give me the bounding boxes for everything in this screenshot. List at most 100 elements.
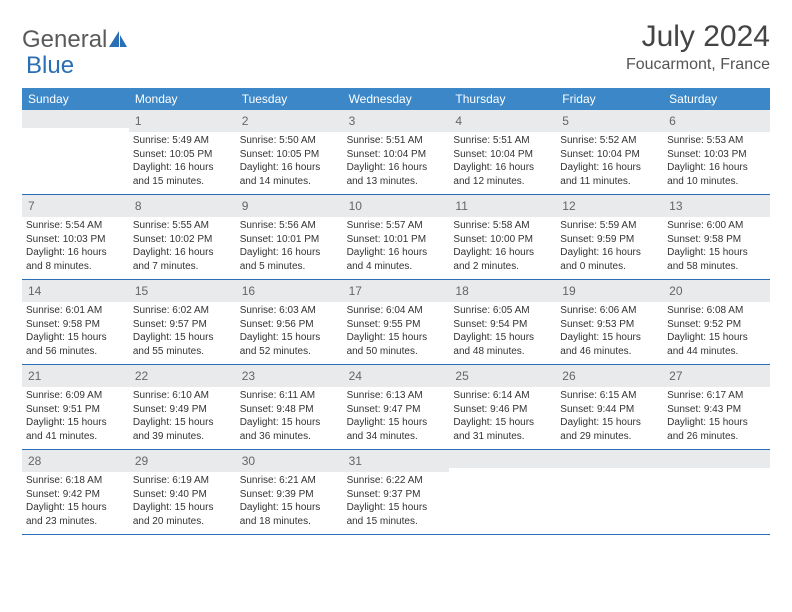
daylight-text: Daylight: 15 hours [133,416,232,430]
daylight-text: and 15 minutes. [347,515,446,529]
day-number-row: 8 [129,195,236,217]
day-cell [449,450,556,534]
day-cell: 2Sunrise: 5:50 AMSunset: 10:05 PMDayligh… [236,110,343,194]
daylight-text: and 0 minutes. [560,260,659,274]
day-cell: 24Sunrise: 6:13 AMSunset: 9:47 PMDayligh… [343,365,450,449]
weekday-header-row: SundayMondayTuesdayWednesdayThursdayFrid… [22,88,770,110]
sunset-text: Sunset: 9:49 PM [133,403,232,417]
daylight-text: Daylight: 15 hours [347,416,446,430]
day-number: 8 [135,199,142,213]
day-number-row: 23 [236,365,343,387]
daylight-text: and 44 minutes. [667,345,766,359]
daylight-text: and 48 minutes. [453,345,552,359]
sunset-text: Sunset: 10:05 PM [133,148,232,162]
sunset-text: Sunset: 10:03 PM [26,233,125,247]
sunrise-text: Sunrise: 6:04 AM [347,304,446,318]
day-number: 27 [669,369,682,383]
day-number: 24 [349,369,362,383]
daylight-text: Daylight: 15 hours [240,331,339,345]
daylight-text: Daylight: 15 hours [667,416,766,430]
day-number: 2 [242,114,249,128]
sunset-text: Sunset: 9:58 PM [667,233,766,247]
sunrise-text: Sunrise: 5:55 AM [133,219,232,233]
daylight-text: Daylight: 15 hours [240,501,339,515]
day-number-row: 15 [129,280,236,302]
daylight-text: and 4 minutes. [347,260,446,274]
day-number-row: 30 [236,450,343,472]
daylight-text: Daylight: 16 hours [240,161,339,175]
sunrise-text: Sunrise: 6:09 AM [26,389,125,403]
day-cell: 1Sunrise: 5:49 AMSunset: 10:05 PMDayligh… [129,110,236,194]
title-block: July 2024 Foucarmont, France [626,20,770,74]
day-number: 12 [562,199,575,213]
day-number: 16 [242,284,255,298]
daylight-text: and 31 minutes. [453,430,552,444]
day-number: 31 [349,454,362,468]
sunrise-text: Sunrise: 6:15 AM [560,389,659,403]
day-number-row: 9 [236,195,343,217]
sunset-text: Sunset: 10:02 PM [133,233,232,247]
daylight-text: Daylight: 15 hours [667,246,766,260]
day-cell: 16Sunrise: 6:03 AMSunset: 9:56 PMDayligh… [236,280,343,364]
day-cell: 13Sunrise: 6:00 AMSunset: 9:58 PMDayligh… [663,195,770,279]
daylight-text: Daylight: 15 hours [453,331,552,345]
day-number: 20 [669,284,682,298]
daylight-text: and 36 minutes. [240,430,339,444]
day-number: 21 [28,369,41,383]
sunset-text: Sunset: 9:44 PM [560,403,659,417]
day-cell: 23Sunrise: 6:11 AMSunset: 9:48 PMDayligh… [236,365,343,449]
day-number: 29 [135,454,148,468]
month-title: July 2024 [626,20,770,54]
day-number: 4 [455,114,462,128]
daylight-text: Daylight: 16 hours [560,246,659,260]
weekday-header: Monday [129,88,236,110]
daylight-text: and 34 minutes. [347,430,446,444]
weekday-header: Tuesday [236,88,343,110]
logo: General [22,26,131,54]
day-number: 14 [28,284,41,298]
sunrise-text: Sunrise: 6:03 AM [240,304,339,318]
daylight-text: and 7 minutes. [133,260,232,274]
day-number-row: 3 [343,110,450,132]
daylight-text: Daylight: 15 hours [667,331,766,345]
day-number: 1 [135,114,142,128]
daylight-text: and 8 minutes. [26,260,125,274]
sunrise-text: Sunrise: 5:49 AM [133,134,232,148]
daylight-text: and 46 minutes. [560,345,659,359]
daylight-text: and 26 minutes. [667,430,766,444]
day-number-row: 7 [22,195,129,217]
day-number-row: 21 [22,365,129,387]
daylight-text: Daylight: 15 hours [26,416,125,430]
sunrise-text: Sunrise: 6:00 AM [667,219,766,233]
day-cell [556,450,663,534]
day-number-row: 11 [449,195,556,217]
daylight-text: and 23 minutes. [26,515,125,529]
daylight-text: Daylight: 16 hours [453,246,552,260]
day-number-row: 26 [556,365,663,387]
daylight-text: Daylight: 15 hours [133,331,232,345]
daylight-text: Daylight: 16 hours [453,161,552,175]
sunset-text: Sunset: 10:05 PM [240,148,339,162]
sunrise-text: Sunrise: 6:11 AM [240,389,339,403]
sunset-text: Sunset: 10:01 PM [240,233,339,247]
day-cell: 12Sunrise: 5:59 AMSunset: 9:59 PMDayligh… [556,195,663,279]
sunrise-text: Sunrise: 6:10 AM [133,389,232,403]
daylight-text: Daylight: 15 hours [347,501,446,515]
weekday-header: Saturday [663,88,770,110]
day-cell: 19Sunrise: 6:06 AMSunset: 9:53 PMDayligh… [556,280,663,364]
sunrise-text: Sunrise: 6:21 AM [240,474,339,488]
daylight-text: and 50 minutes. [347,345,446,359]
daylight-text: and 39 minutes. [133,430,232,444]
logo-text-blue: Blue [26,52,74,79]
sunrise-text: Sunrise: 6:19 AM [133,474,232,488]
sunrise-text: Sunrise: 5:56 AM [240,219,339,233]
day-number-row: 27 [663,365,770,387]
day-number: 5 [562,114,569,128]
day-cell: 10Sunrise: 5:57 AMSunset: 10:01 PMDaylig… [343,195,450,279]
day-number: 3 [349,114,356,128]
sunset-text: Sunset: 9:47 PM [347,403,446,417]
sunset-text: Sunset: 10:04 PM [560,148,659,162]
day-cell: 6Sunrise: 5:53 AMSunset: 10:03 PMDayligh… [663,110,770,194]
day-number-row-empty [556,450,663,468]
week-row: 21Sunrise: 6:09 AMSunset: 9:51 PMDayligh… [22,365,770,450]
